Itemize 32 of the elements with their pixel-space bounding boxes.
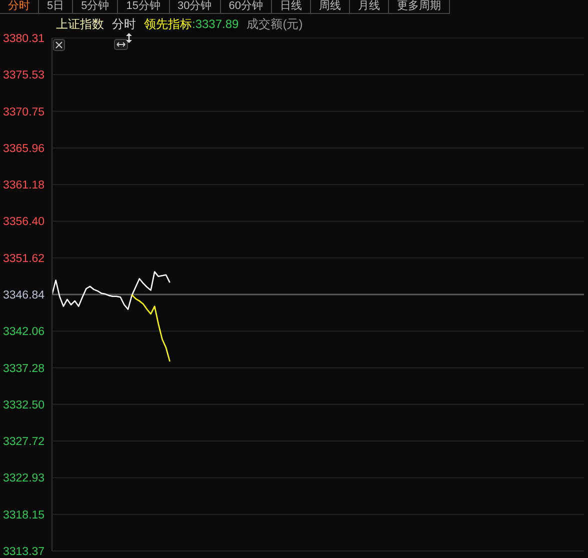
text: 分时 — [0, 0, 39, 14]
text: 领先指标 — [144, 17, 192, 31]
line-series — [131, 294, 170, 362]
text: 5日 — [39, 0, 74, 14]
y-tick-label: 3365.96 — [3, 142, 45, 155]
text: 5分钟 — [73, 0, 118, 14]
text: 60分钟 — [220, 0, 272, 14]
line-series — [51, 271, 170, 310]
y-tick-label: 3351.62 — [3, 252, 45, 265]
chart-subtitle: 分时 — [112, 16, 136, 33]
y-tick-label: 3375.53 — [3, 70, 45, 82]
text: 更多周期 — [389, 0, 450, 14]
y-tick-label: 3318.15 — [3, 509, 45, 522]
text: :3337.89 — [192, 17, 239, 31]
text: 15分钟 — [118, 0, 170, 14]
y-tick-label: 3322.93 — [3, 472, 45, 485]
text: 成交额(元) — [246, 16, 303, 33]
y-tick-label: 3380.31 — [3, 33, 45, 45]
y-tick-label: 3356.40 — [3, 216, 45, 228]
text: 周线 — [311, 0, 350, 14]
y-tick-label: 3337.28 — [3, 362, 45, 375]
text: 月线 — [350, 0, 389, 14]
y-tick-label: 3327.72 — [3, 436, 45, 448]
text: 30分钟 — [170, 0, 221, 14]
y-tick-label: 3313.37 — [3, 546, 45, 558]
y-tick-label: 3346.84 — [3, 290, 46, 302]
y-tick-label: 3342.06 — [3, 326, 45, 338]
text: 日线 — [272, 0, 311, 14]
y-tick-label: 3332.50 — [3, 399, 45, 412]
y-tick-label: 3370.75 — [3, 106, 45, 118]
y-tick-label: 3361.18 — [3, 180, 45, 192]
chart-title: 上证指数 — [56, 16, 104, 33]
